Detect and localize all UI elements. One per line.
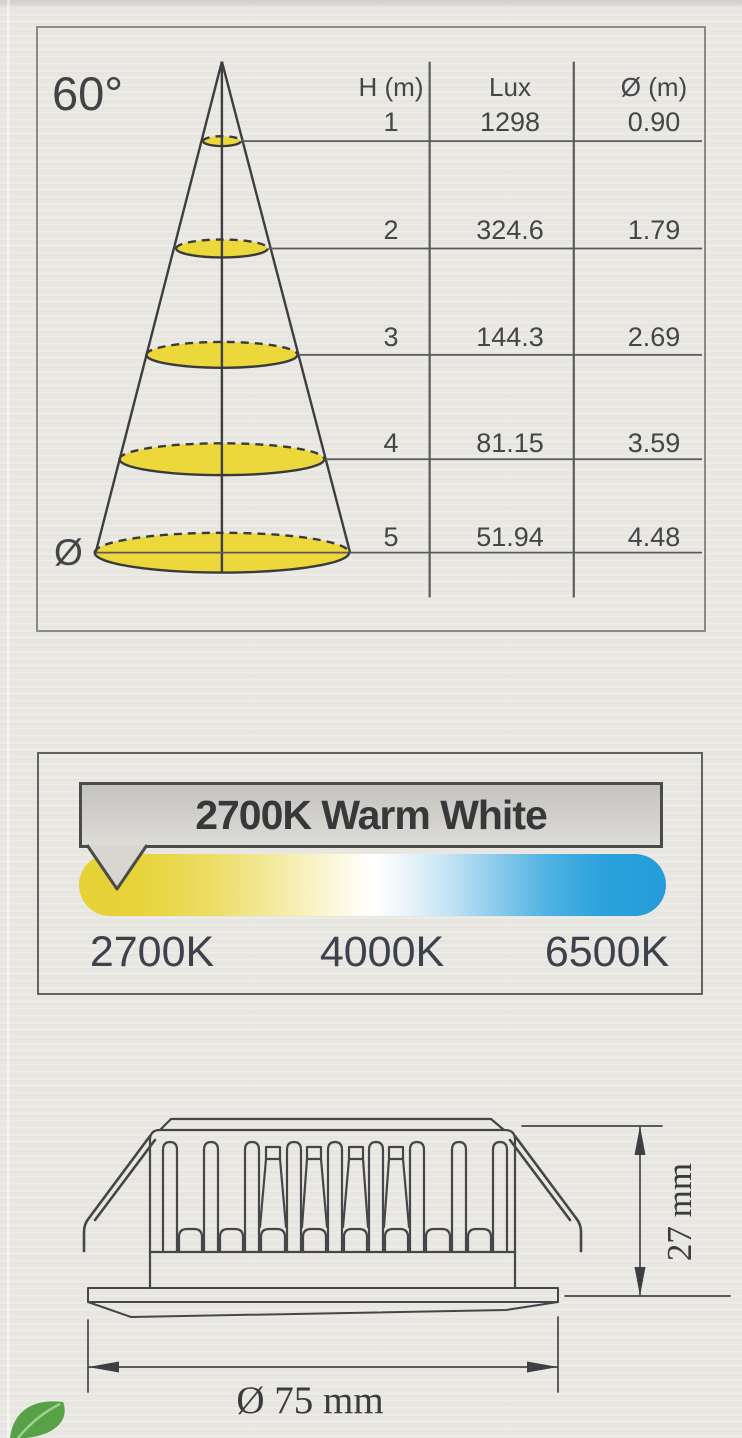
cell-lux-1: 1298 <box>479 107 541 137</box>
cell-diameter-4: 3.59 <box>627 428 681 458</box>
photometric-panel: 60° Ø H (m) Lux Ø (m) 1 1298 0.90 2 324.… <box>36 26 706 632</box>
cct-callout-box: 2700K Warm White <box>79 782 663 848</box>
cell-diameter-2: 1.79 <box>627 215 681 245</box>
cell-diameter-1: 0.90 <box>627 107 681 137</box>
beam-cone-diagram <box>93 61 703 598</box>
cell-height-3: 3 <box>383 322 399 352</box>
ellipse-rims <box>93 134 351 574</box>
cell-height-4: 4 <box>383 428 399 458</box>
height-dimension-label: 27 mm <box>659 1162 699 1262</box>
diameter-dimension-label: Ø 75 mm <box>236 1379 384 1422</box>
downlight-technical-drawing <box>10 1117 731 1438</box>
color-temperature-panel: 2700K Warm White 2700K 4000K 6500K <box>37 752 703 995</box>
col-header-diameter: Ø (m) <box>620 72 688 102</box>
flange <box>87 1287 559 1318</box>
cct-gradient-bar <box>79 854 666 916</box>
dimension-arrowheads <box>88 1126 646 1373</box>
cct-callout-label: 2700K Warm White <box>195 791 548 838</box>
cell-diameter-5: 4.48 <box>627 522 681 552</box>
cell-height-5: 5 <box>383 522 399 552</box>
scale-label-6500k: 6500K <box>544 928 670 976</box>
cell-height-2: 2 <box>383 215 399 245</box>
heatsink-fin-feet <box>177 1227 493 1254</box>
scale-label-2700k: 2700K <box>89 928 215 976</box>
table-grid-lines <box>95 61 703 598</box>
leaf-icon <box>10 1401 65 1438</box>
cell-lux-4: 81.15 <box>476 428 544 458</box>
cell-lux-2: 324.6 <box>476 215 544 245</box>
cell-lux-3: 144.3 <box>476 322 544 352</box>
beam-angle-label: 60° <box>52 67 124 120</box>
cell-height-1: 1 <box>383 107 399 137</box>
heatsink-fins <box>161 1140 509 1254</box>
scale-label-4000k: 4000K <box>319 928 445 976</box>
col-header-height: H (m) <box>358 72 424 102</box>
callout-pointer-icon <box>85 844 149 891</box>
heatsink-inner-walls <box>258 1145 411 1229</box>
col-header-lux: Lux <box>489 72 531 102</box>
spring-clips <box>82 1134 583 1253</box>
package-fold-line <box>7 0 10 1438</box>
cell-diameter-3: 2.69 <box>627 322 681 352</box>
cone-diameter-symbol: Ø <box>54 532 83 573</box>
cone-outline <box>94 61 352 573</box>
diameter-dimension-arrow <box>87 1316 559 1393</box>
cell-lux-5: 51.94 <box>476 522 544 552</box>
